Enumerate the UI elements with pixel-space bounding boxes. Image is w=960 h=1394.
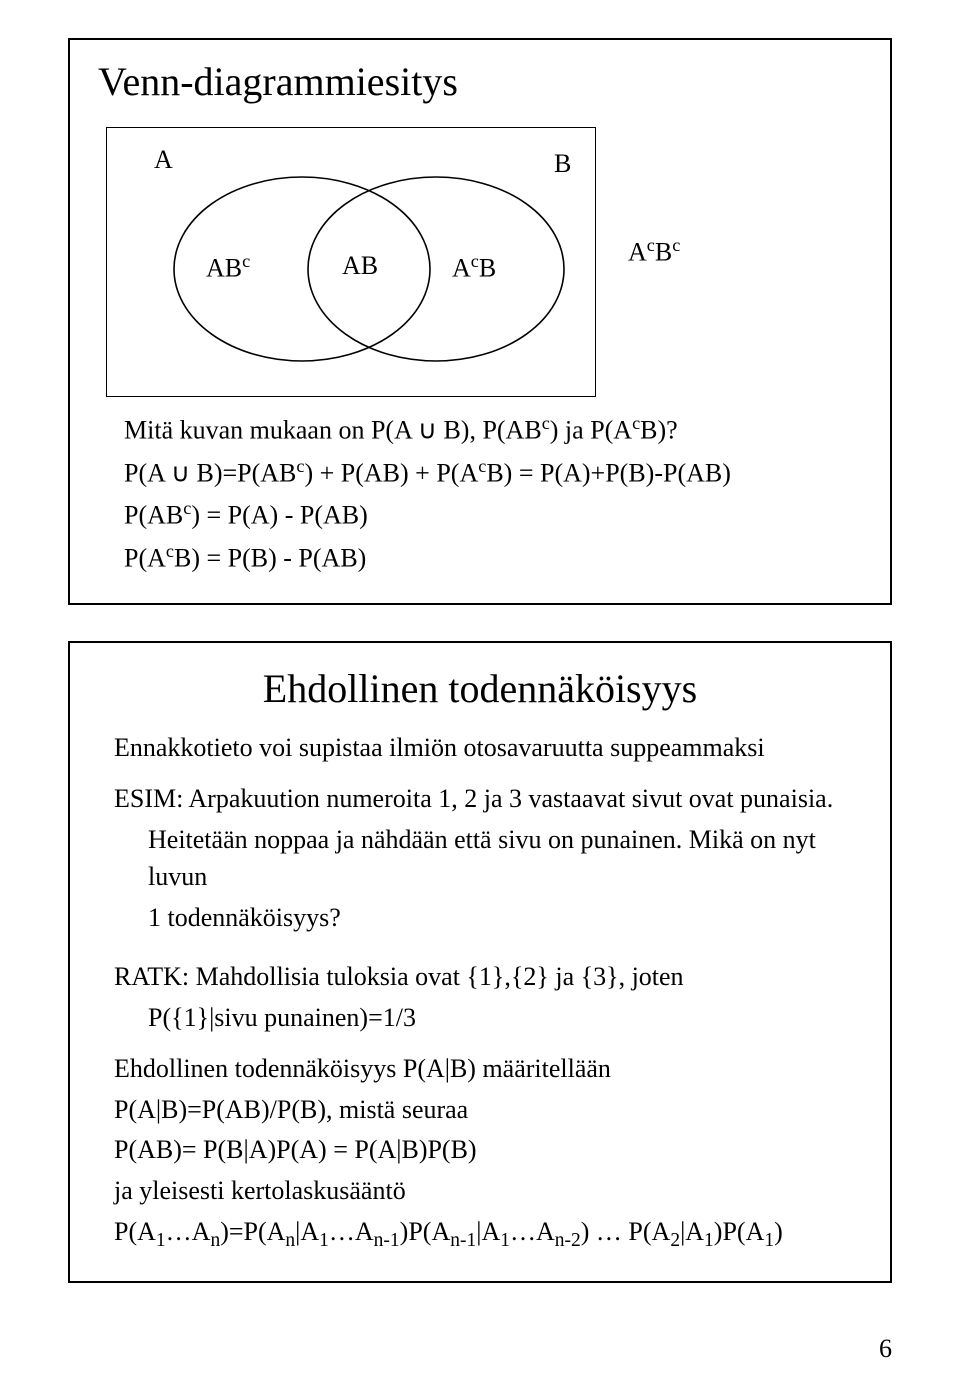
label-b: B [554, 149, 571, 179]
cond-l8: P(A|B)=P(AB)/P(B), mistä seuraa [114, 1092, 846, 1129]
cond-l7: Ehdollinen todennäköisyys P(A|B) määrite… [114, 1051, 846, 1088]
venn-title: Venn-diagrammiesitys [98, 58, 862, 105]
cond-l2: ESIM: Arpakuution numeroita 1, 2 ja 3 va… [114, 781, 846, 818]
label-ab: AB [342, 251, 378, 281]
cond-chain: P(A1…An)=P(An|A1…An-1)P(An-1|A1…An-2) … … [114, 1214, 846, 1255]
venn-eq2: P(ABc) = P(A) - P(AB) [98, 496, 862, 535]
venn-eq1: P(A ∪ B)=P(ABc) + P(AB) + P(AcB) = P(A)+… [98, 454, 862, 493]
cond-l5: RATK: Mahdollisia tuloksia ovat {1},{2} … [114, 959, 846, 996]
cond-l9: P(AB)= P(B|A)P(A) = P(A|B)P(B) [114, 1132, 846, 1169]
label-a: A [154, 145, 173, 175]
cond-l6: P({1}|sivu punainen)=1/3 [114, 1000, 846, 1037]
cond-title: Ehdollinen todennäköisyys [114, 665, 846, 712]
label-acb: AcB [452, 251, 496, 284]
venn-diagram: A B ABc AB AcB AcBc [98, 117, 862, 407]
label-acbc: AcBc [628, 235, 680, 268]
cond-l4: 1 todennäköisyys? [114, 900, 846, 937]
label-abc: ABc [206, 251, 250, 284]
cond-l10: ja yleisesti kertolaskusääntö [114, 1173, 846, 1210]
venn-question: Mitä kuvan mukaan on P(A ∪ B), P(ABc) ja… [98, 411, 862, 450]
page-number: 6 [879, 1334, 892, 1364]
venn-eq3: P(AcB) = P(B) - P(AB) [98, 539, 862, 578]
conditional-panel: Ehdollinen todennäköisyys Ennakkotieto v… [68, 641, 892, 1283]
cond-l3: Heitetään noppaa ja nähdään että sivu on… [114, 822, 846, 896]
cond-l1: Ennakkotieto voi supistaa ilmiön otosava… [114, 730, 846, 767]
venn-panel: Venn-diagrammiesitys A B ABc AB AcB [68, 38, 892, 605]
